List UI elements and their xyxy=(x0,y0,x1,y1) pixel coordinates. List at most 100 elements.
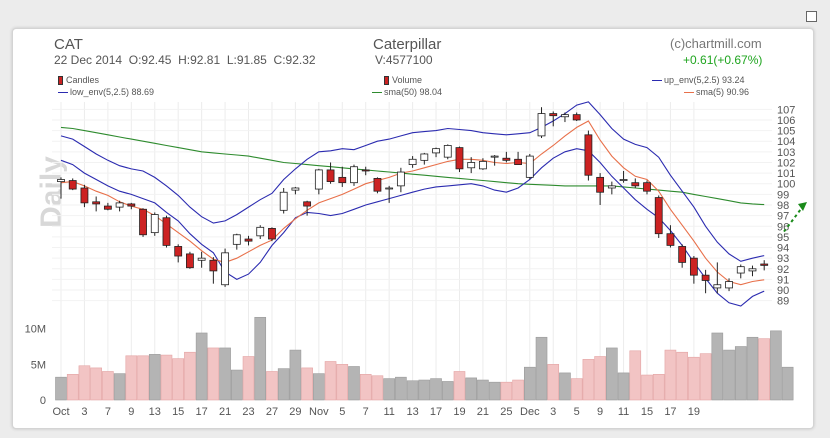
volume-bar xyxy=(734,346,747,401)
volume-bar xyxy=(676,351,688,401)
volume-bar xyxy=(102,371,114,401)
candle-body xyxy=(385,187,394,190)
volume-bar xyxy=(652,374,665,401)
candle-body xyxy=(279,191,288,211)
candle-body xyxy=(268,227,276,240)
candle-body xyxy=(514,158,522,165)
volume-bar xyxy=(184,351,196,401)
legend-volume: Volume xyxy=(384,75,423,86)
candle-body xyxy=(525,155,534,178)
candle-body xyxy=(584,134,593,176)
candle-body xyxy=(303,201,312,207)
volume-bar xyxy=(395,376,407,401)
x-tick-label: 9 xyxy=(128,406,134,418)
candle-body xyxy=(713,284,722,289)
volume-bar xyxy=(488,381,501,401)
legend-candles: Candles xyxy=(58,75,100,86)
volume-bar xyxy=(453,371,466,401)
y-tick-label: 105 xyxy=(777,126,795,138)
candle-body xyxy=(432,148,440,154)
candle-body xyxy=(68,180,77,190)
candle-body xyxy=(197,257,206,261)
x-tick-label: Nov xyxy=(309,406,329,418)
brand-label[interactable]: (c)chartmill.com xyxy=(670,36,762,51)
candle-body xyxy=(443,145,452,158)
candle-body xyxy=(361,169,370,172)
horizontal-gridlines xyxy=(52,108,772,302)
candle-body xyxy=(643,182,651,192)
volume-bar xyxy=(219,347,231,401)
candle-body xyxy=(396,171,405,187)
open-value: O:92.45 xyxy=(128,53,172,67)
x-tick-label: 25 xyxy=(500,406,512,418)
x-tick-label: 19 xyxy=(688,406,700,418)
candle-body xyxy=(701,274,710,281)
candle-body xyxy=(537,113,546,137)
quote-date: 22 Dec 2014 xyxy=(54,53,123,67)
y-tick-label: 90 xyxy=(777,285,789,297)
volume-bar xyxy=(90,367,102,401)
volume-bar xyxy=(594,356,606,401)
y-tick-label: 97 xyxy=(777,211,789,223)
candle-body xyxy=(748,268,757,272)
candle-body xyxy=(678,246,687,263)
candle-body xyxy=(314,169,323,190)
ticker-symbol: CAT xyxy=(54,36,83,53)
volume-bar xyxy=(277,368,290,401)
candle-body xyxy=(490,155,499,158)
volume-bar xyxy=(535,336,548,401)
maximize-box[interactable] xyxy=(806,11,817,22)
volume-icon xyxy=(384,76,389,86)
legend-sma50: sma(50) 98.04 xyxy=(372,87,442,97)
volume-bars xyxy=(55,316,794,401)
candle-body xyxy=(619,179,628,181)
volume-bar xyxy=(664,349,677,401)
volume-bar xyxy=(336,364,349,401)
volume-bar xyxy=(441,381,454,401)
y-tick-label: 93 xyxy=(777,253,789,265)
x-tick-label: 3 xyxy=(81,406,87,418)
candle-body xyxy=(631,182,640,187)
x-tick-label: 3 xyxy=(550,406,556,418)
candle-body xyxy=(127,203,136,207)
x-tick-label: 17 xyxy=(664,406,676,418)
y-tick-label: 98 xyxy=(777,200,789,212)
volume-bar xyxy=(781,366,794,401)
y-tick-label: 101 xyxy=(777,168,795,180)
volume-bar xyxy=(371,375,384,401)
candle-body xyxy=(162,217,171,246)
candle-icon xyxy=(58,76,63,86)
legend-sma5-label: sma(5) 90.96 xyxy=(696,87,750,97)
candle-body xyxy=(760,263,769,266)
sma50-swatch xyxy=(372,92,382,94)
legend-volume-label: Volume xyxy=(392,75,423,85)
candlesticks xyxy=(57,107,769,294)
price-change: +0.61(+0.67%) xyxy=(683,53,763,67)
volume-bar xyxy=(172,358,184,401)
legend-sma50-label: sma(50) 98.04 xyxy=(384,87,443,97)
volume-bar xyxy=(629,350,642,401)
volume-bar xyxy=(606,347,618,401)
volume-bar xyxy=(770,330,782,401)
volume-bar xyxy=(570,378,583,401)
candle-body xyxy=(291,187,300,191)
volume-bar xyxy=(758,338,771,401)
high-value: H:92.81 xyxy=(178,53,221,67)
x-tick-label: 19 xyxy=(453,406,465,418)
legend-low-env-label: low_env(5,2.5) 88.69 xyxy=(70,87,155,97)
candle-body xyxy=(561,114,569,118)
volume-bar xyxy=(231,369,243,401)
volume-bar xyxy=(418,379,431,401)
x-tick-label: 5 xyxy=(339,406,345,418)
volume-bar xyxy=(301,367,313,401)
volume-bar xyxy=(207,347,220,401)
y-tick-label: 107 xyxy=(777,104,795,116)
x-tick-label: 7 xyxy=(105,406,111,418)
y-tick-label: 100 xyxy=(777,179,795,191)
volume-bar xyxy=(242,356,255,401)
legend-candles-label: Candles xyxy=(66,75,100,85)
volume-bar xyxy=(137,355,149,401)
x-tick-label: Oct xyxy=(52,406,69,418)
candle-body xyxy=(92,201,101,205)
